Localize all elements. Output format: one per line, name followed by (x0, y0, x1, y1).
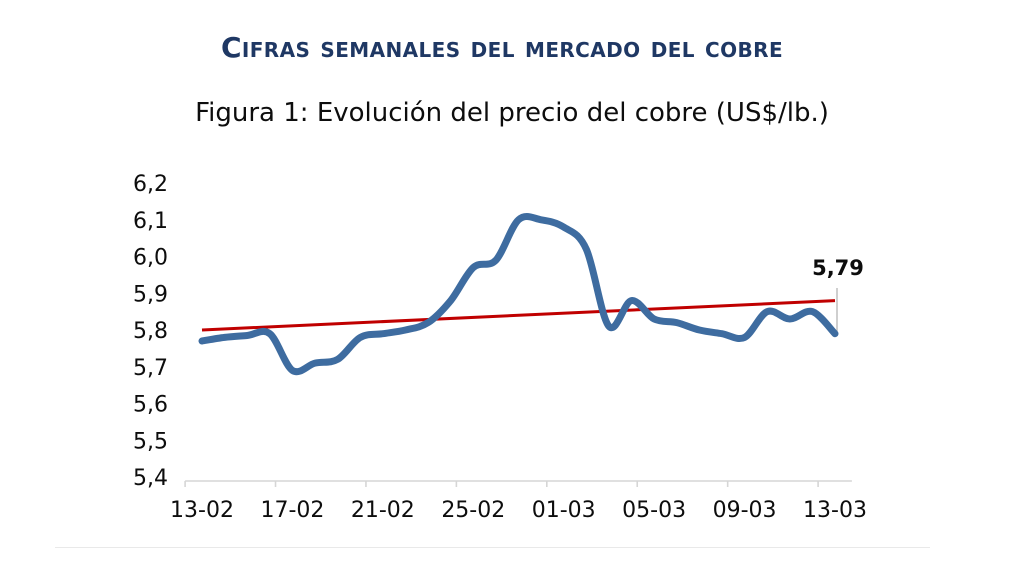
last-price-label: 5,79 (812, 256, 864, 280)
bottom-divider (55, 547, 930, 548)
y-axis-label: 5,5 (133, 429, 168, 454)
price-series-line (198, 212, 839, 376)
y-axis-label: 5,9 (133, 282, 168, 307)
x-axis-label: 25-02 (441, 498, 505, 523)
y-axis-label: 6,0 (133, 246, 168, 271)
y-axis-label: 5,4 (133, 466, 168, 491)
y-axis-label: 5,7 (133, 356, 168, 381)
x-axis-label: 21-02 (351, 498, 415, 523)
x-axis-label: 13-02 (170, 498, 234, 523)
x-axis-label: 13-03 (803, 498, 867, 523)
y-axis-label: 5,8 (133, 319, 168, 344)
trend-line (201, 299, 836, 332)
figure-caption: Figura 1: Evolución del precio del cobre… (195, 98, 829, 128)
x-axis-label: 09-03 (713, 498, 777, 523)
report-title: Cifras semanales del mercado del cobre (220, 31, 784, 64)
y-axis-label: 6,1 (133, 209, 168, 234)
x-axis-label: 17-02 (260, 498, 324, 523)
y-axis-label: 5,6 (133, 393, 168, 418)
y-axis-label: 6,2 (133, 172, 168, 197)
x-axis-label: 01-03 (532, 498, 596, 523)
x-axis-label: 05-03 (622, 498, 686, 523)
